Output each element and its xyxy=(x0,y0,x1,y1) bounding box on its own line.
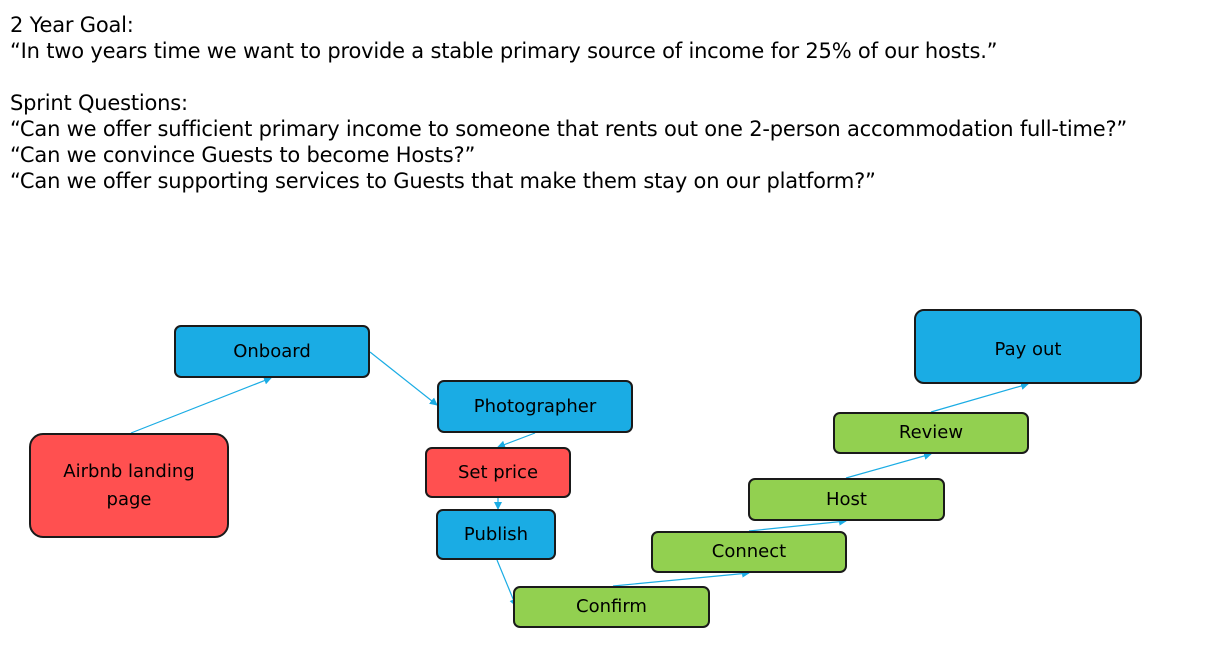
node-label: Airbnb landing page xyxy=(63,460,195,510)
edge-onboard-photographer xyxy=(369,351,438,406)
node-onboard: Onboard xyxy=(174,325,370,378)
goal-title: 2 Year Goal: xyxy=(10,13,134,37)
sprint-question-1: “Can we offer sufficient primary income … xyxy=(10,117,1128,141)
node-host: Host xyxy=(748,478,945,521)
node-set-price: Set price xyxy=(425,447,571,498)
edge-host-review xyxy=(845,452,932,479)
edge-confirm-connect xyxy=(612,569,750,587)
sprint-question-2: “Can we convince Guests to become Hosts?… xyxy=(10,143,476,167)
sprint-question-3: “Can we offer supporting services to Gue… xyxy=(10,169,876,193)
edge-review-payout xyxy=(930,382,1029,413)
node-label: Connect xyxy=(711,541,787,562)
node-review: Review xyxy=(833,412,1029,454)
node-label: Set price xyxy=(457,461,539,483)
sprint-questions-section: Sprint Questions: “Can we offer sufficie… xyxy=(10,90,1127,194)
node-label: Onboard xyxy=(233,340,311,362)
node-label: Pay out xyxy=(994,339,1062,360)
node-airbnb-landing-page: Airbnb landing page xyxy=(29,433,229,538)
node-confirm: Confirm xyxy=(513,586,710,628)
node-connect: Connect xyxy=(651,531,847,573)
node-photographer: Photographer xyxy=(437,380,633,433)
node-label: Confirm xyxy=(576,596,647,617)
node-label: Host xyxy=(826,488,867,510)
edge-photographer-setprice xyxy=(497,432,536,449)
node-label: Publish xyxy=(463,523,529,545)
node-label: Photographer xyxy=(473,395,597,417)
node-publish: Publish xyxy=(436,509,556,560)
goal-section: 2 Year Goal: “In two years time we want … xyxy=(10,12,998,64)
edge-connect-host xyxy=(748,517,847,532)
node-label: Review xyxy=(898,422,964,443)
sprint-questions-title: Sprint Questions: xyxy=(10,91,188,115)
goal-text: “In two years time we want to provide a … xyxy=(10,39,998,63)
node-pay-out: Pay out xyxy=(914,309,1142,384)
edge-landing-onboard xyxy=(130,376,272,434)
